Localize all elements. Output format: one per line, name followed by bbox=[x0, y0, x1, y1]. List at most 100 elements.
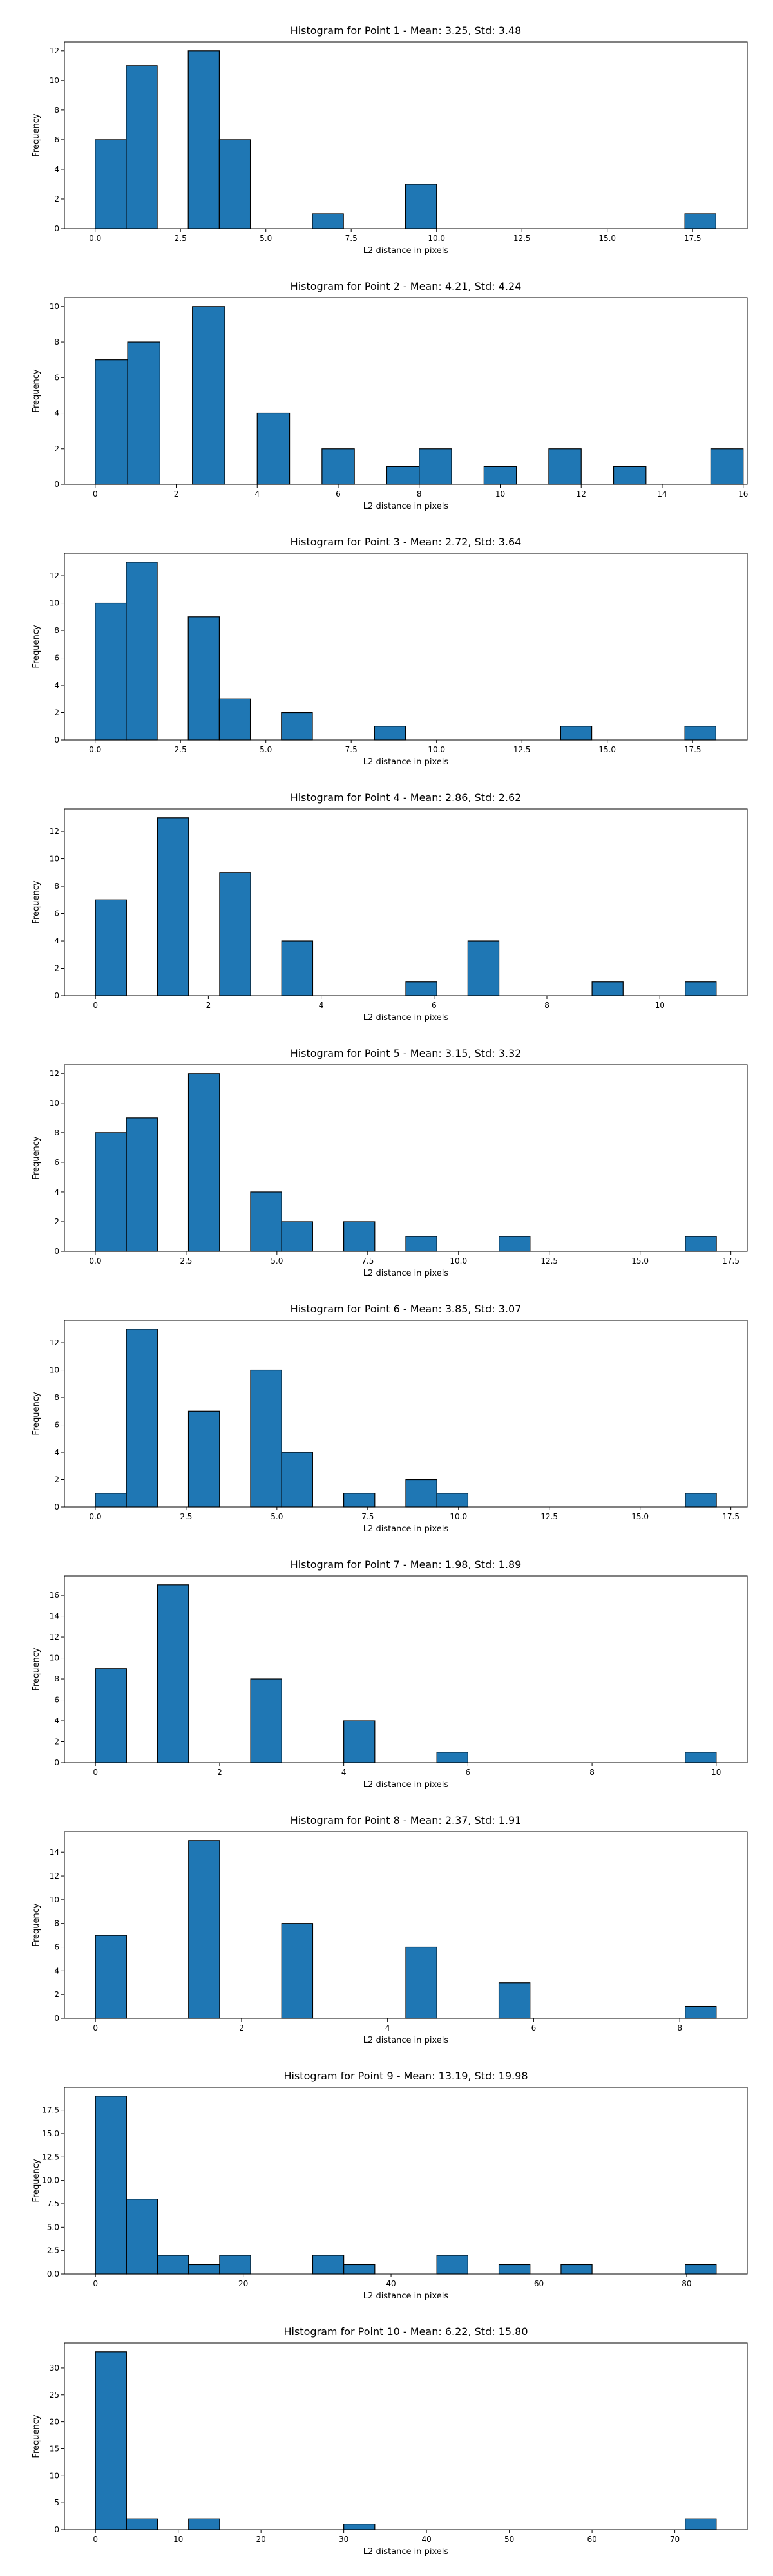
y-tick-label: 14 bbox=[50, 1848, 59, 1857]
y-axis-label: Frequency bbox=[32, 2159, 41, 2202]
x-tick-label: 5.0 bbox=[260, 234, 272, 243]
histogram-bar bbox=[685, 1236, 717, 1252]
chart-title: Histogram for Point 7 - Mean: 1.98, Std:… bbox=[291, 1558, 522, 1571]
y-tick-label: 2 bbox=[54, 1475, 59, 1484]
histogram-bar bbox=[405, 184, 437, 229]
histogram-bar bbox=[498, 1982, 531, 2019]
histogram-bar bbox=[436, 1752, 468, 1763]
y-tick-label: 12 bbox=[50, 1871, 59, 1880]
histogram-panel: Histogram for Point 7 - Mean: 1.98, Std:… bbox=[32, 1558, 748, 1790]
y-tick-label: 12 bbox=[50, 46, 59, 55]
y-tick-label: 16 bbox=[50, 1591, 59, 1600]
histogram-bar bbox=[405, 981, 437, 996]
histogram-bar bbox=[498, 2264, 531, 2275]
x-tick-label: 10.0 bbox=[428, 234, 445, 243]
histogram-bar bbox=[685, 2518, 717, 2530]
histogram-bar bbox=[192, 306, 225, 485]
y-tick-label: 14 bbox=[50, 1612, 59, 1621]
y-tick-label: 4 bbox=[54, 1188, 59, 1197]
histogram-bar bbox=[343, 1720, 376, 1763]
y-tick-label: 10 bbox=[50, 855, 59, 864]
y-tick-label: 6 bbox=[54, 1158, 59, 1167]
histogram-bar bbox=[321, 448, 355, 485]
histogram-bar bbox=[95, 1668, 127, 1763]
x-tick-label: 5.0 bbox=[271, 1512, 283, 1521]
y-axis-label: Frequency bbox=[32, 880, 41, 923]
histogram-bar bbox=[483, 466, 517, 485]
y-tick-label: 2 bbox=[54, 444, 59, 453]
y-axis-label: Frequency bbox=[32, 1392, 41, 1435]
histogram-bar bbox=[127, 341, 160, 485]
y-tick-label: 10 bbox=[50, 1366, 59, 1375]
x-tick-label: 0 bbox=[93, 2535, 98, 2544]
histogram-bar bbox=[685, 1752, 717, 1763]
x-tick-label: 8 bbox=[589, 1768, 595, 1777]
histogram-bar bbox=[219, 2255, 251, 2275]
y-tick-label: 7.5 bbox=[47, 2199, 59, 2208]
y-tick-label: 0 bbox=[54, 2525, 59, 2534]
x-tick-label: 8 bbox=[417, 489, 422, 498]
y-tick-label: 5.0 bbox=[47, 2222, 59, 2231]
y-tick-label: 2 bbox=[54, 1990, 59, 1999]
x-tick-label: 10 bbox=[495, 489, 505, 498]
y-tick-label: 30 bbox=[50, 2363, 59, 2372]
x-tick-label: 2.5 bbox=[175, 234, 187, 243]
chart-title: Histogram for Point 1 - Mean: 3.25, Std:… bbox=[291, 24, 522, 37]
x-tick-label: 6 bbox=[531, 2023, 537, 2032]
y-tick-label: 12 bbox=[50, 1069, 59, 1078]
x-tick-label: 5.0 bbox=[271, 1256, 283, 1265]
histogram-bar bbox=[187, 50, 220, 229]
x-tick-label: 10.0 bbox=[428, 745, 445, 754]
x-tick-label: 14 bbox=[657, 489, 667, 498]
histogram-bar bbox=[436, 1493, 469, 1508]
histogram-bar bbox=[126, 1117, 158, 1252]
x-tick-label: 12 bbox=[577, 489, 586, 498]
chart-title: Histogram for Point 9 - Mean: 13.19, Std… bbox=[283, 2070, 528, 2082]
x-tick-label: 7.5 bbox=[361, 1256, 374, 1265]
x-axis-label: L2 distance in pixels bbox=[363, 2547, 449, 2557]
histogram-bar bbox=[710, 448, 744, 485]
x-tick-label: 20 bbox=[256, 2535, 266, 2544]
x-tick-label: 2.5 bbox=[175, 745, 187, 754]
histogram-bar bbox=[95, 2096, 127, 2275]
histogram-panel: Histogram for Point 6 - Mean: 3.85, Std:… bbox=[32, 1303, 748, 1534]
x-tick-label: 17.5 bbox=[722, 1256, 740, 1265]
histogram-bar bbox=[405, 1479, 437, 1508]
x-axis-label: L2 distance in pixels bbox=[363, 1524, 449, 1534]
x-tick-label: 2 bbox=[239, 2023, 244, 2032]
plot-frame bbox=[64, 41, 748, 229]
y-tick-label: 10.0 bbox=[42, 2176, 59, 2185]
y-tick-label: 0 bbox=[54, 1247, 59, 1256]
y-tick-label: 0 bbox=[54, 735, 59, 744]
histogram-bar bbox=[219, 872, 251, 996]
histogram-bar bbox=[405, 1946, 437, 2019]
y-tick-label: 5 bbox=[54, 2498, 59, 2507]
y-tick-label: 20 bbox=[50, 2418, 59, 2427]
x-tick-label: 12.5 bbox=[513, 745, 531, 754]
histogram-bar bbox=[591, 981, 624, 996]
histogram-bar bbox=[157, 1584, 189, 1763]
histogram-bar bbox=[95, 899, 127, 996]
histogram-bar bbox=[218, 698, 251, 741]
x-tick-label: 17.5 bbox=[684, 234, 701, 243]
y-tick-label: 10 bbox=[50, 76, 59, 85]
histogram-panel: Histogram for Point 9 - Mean: 13.19, Std… bbox=[32, 2070, 748, 2301]
plot-frame bbox=[64, 1064, 748, 1252]
x-tick-label: 0 bbox=[93, 1768, 98, 1777]
y-tick-label: 12 bbox=[50, 1338, 59, 1347]
y-tick-label: 25 bbox=[50, 2391, 59, 2400]
y-axis-label: Frequency bbox=[32, 2414, 41, 2458]
histogram-bar bbox=[405, 1236, 437, 1252]
y-tick-label: 2 bbox=[54, 1738, 59, 1747]
histogram-bar bbox=[374, 726, 406, 741]
plot-frame bbox=[64, 808, 748, 996]
y-tick-label: 4 bbox=[54, 1716, 59, 1725]
y-tick-label: 6 bbox=[54, 654, 59, 663]
plot-frame bbox=[64, 1320, 748, 1508]
y-tick-label: 8 bbox=[54, 626, 59, 635]
histogram-bar bbox=[188, 1840, 220, 2019]
chart-title: Histogram for Point 8 - Mean: 2.37, Std:… bbox=[291, 1814, 522, 1826]
x-tick-label: 4 bbox=[319, 1001, 324, 1010]
x-tick-label: 0 bbox=[93, 2279, 98, 2288]
x-tick-label: 4 bbox=[385, 2023, 390, 2032]
